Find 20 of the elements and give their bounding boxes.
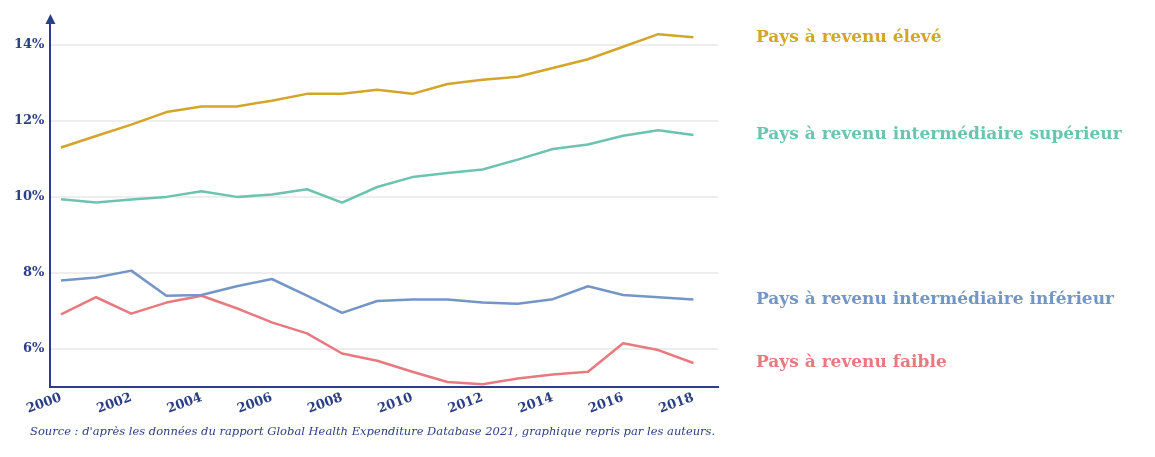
y-tick-label: 6%: [23, 340, 46, 356]
x-tick-label: 2010: [375, 389, 415, 416]
x-tick-label: 2014: [515, 389, 556, 416]
x-tick-label: 2008: [305, 389, 345, 416]
text: Pays à revenu intermédiaire inférieur: [756, 287, 1116, 308]
x-tick-label: 2004: [164, 389, 204, 416]
y-tick-label: 14%: [13, 36, 46, 52]
x-tick-label: 2006: [234, 389, 274, 416]
y-tick-label: 8%: [23, 264, 46, 280]
source-note: Source : d'après les données du rapport Global Health Expenditure Database 2021, graphique repris par les auteurs.: [30, 424, 717, 438]
text: Pays à revenu intermédiaire supérieur: [756, 123, 1123, 144]
y-tick-label: 10%: [13, 188, 46, 204]
x-tick-label: 2016: [586, 389, 626, 416]
x-tick-label: 2002: [94, 389, 134, 416]
x-tick-label: 2012: [445, 389, 485, 416]
x-tick-label: 2018: [656, 389, 696, 416]
text: Pays à revenu faible: [756, 351, 947, 372]
text: Pays à revenu élevé: [756, 25, 942, 46]
y-tick-label: 12%: [13, 112, 46, 128]
x-tick-label: 2000: [24, 389, 64, 416]
